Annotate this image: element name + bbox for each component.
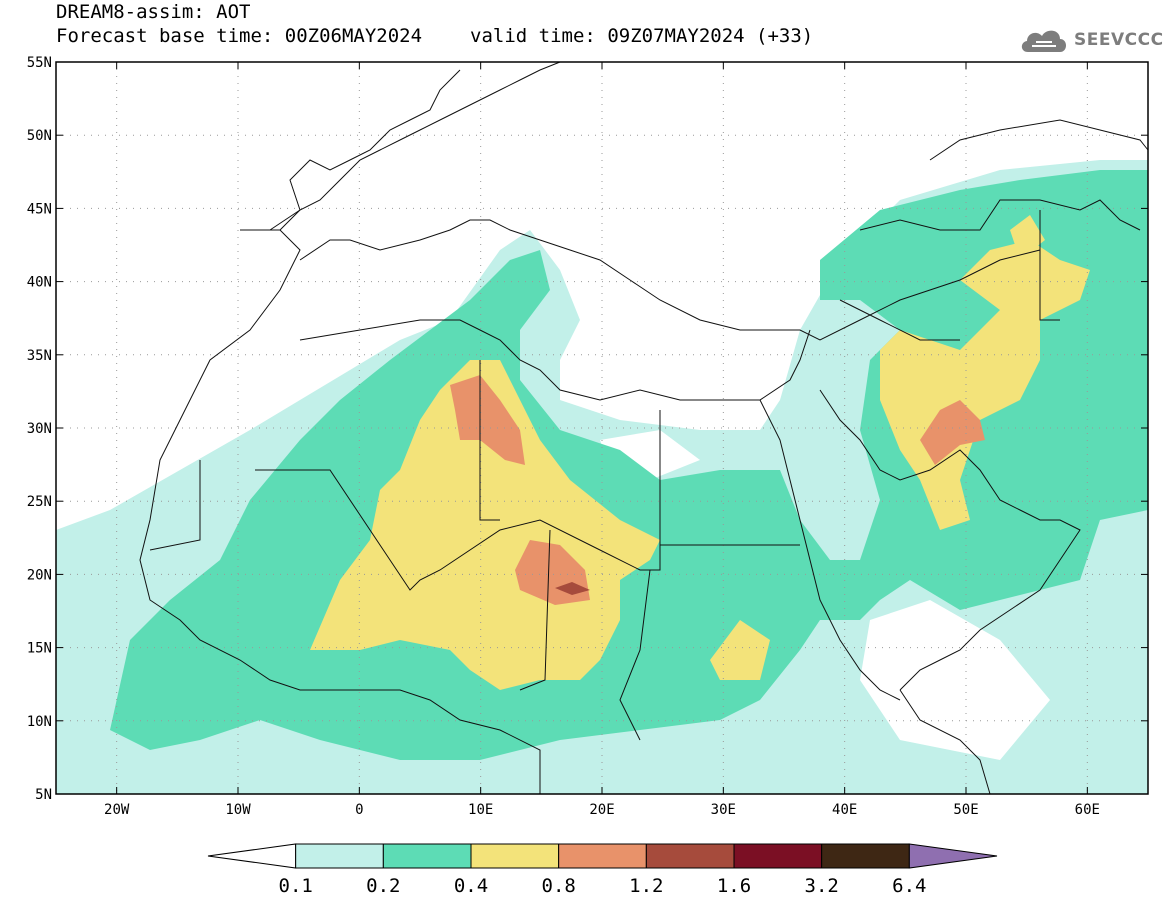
lat-label: 35N (27, 348, 52, 364)
lon-label: 10W (225, 802, 251, 818)
aot-band-0.4-sudan (710, 620, 770, 680)
aot-band-0.8-iraq (920, 400, 985, 465)
legend-label: 1.2 (629, 875, 663, 897)
lon-label: 20E (589, 802, 614, 818)
time-info: Forecast base time: 00Z06MAY2024 valid ti… (56, 26, 813, 46)
legend-swatch (645, 843, 735, 869)
latitude-labels: 55N 50N 45N 40N 35N 30N 25N 20N 15N 10N 5N (27, 55, 52, 803)
lat-label: 45N (27, 201, 52, 217)
aot-fields (56, 160, 1148, 794)
map-title: DREAM8-assim: AOT (56, 1, 251, 23)
lon-label: 30E (711, 802, 736, 818)
longitude-labels: 20W 10W 0 10E 20E 30E 40E 50E 60E (104, 802, 1100, 818)
legend-label: 1.6 (717, 875, 751, 897)
lat-label: 5N (35, 787, 52, 803)
seevccc-logo: SEEVCCC (1018, 22, 1164, 58)
lat-label: 20N (27, 567, 52, 583)
axis-ticks (56, 61, 1148, 795)
lon-label: 20W (104, 802, 130, 818)
lon-label: 0 (355, 802, 363, 818)
aot-band-0.8-algeria (450, 375, 525, 465)
legend-label: 0.1 (279, 875, 313, 897)
aot-band-1.2 (555, 582, 590, 595)
legend-swatch (733, 843, 823, 869)
coastlines (139, 61, 1149, 795)
legend-swatch (470, 843, 560, 869)
lat-label: 15N (27, 641, 52, 657)
legend-arrow-low (207, 843, 297, 869)
aot-hole-arabia (860, 600, 1050, 760)
lat-label: 50N (27, 128, 52, 144)
graticule (56, 62, 1148, 794)
legend-label: 6.4 (892, 875, 926, 897)
aot-band-0.4-caucasus (1010, 215, 1045, 260)
legend-label: 0.2 (366, 875, 400, 897)
lon-label: 60E (1075, 802, 1100, 818)
aot-colorbar: 0.1 0.2 0.4 0.8 1.2 1.6 3.2 6.4 (207, 843, 998, 897)
lat-label: 55N (27, 55, 52, 71)
lat-label: 10N (27, 714, 52, 730)
lon-label: 50E (953, 802, 978, 818)
legend-swatch (821, 843, 910, 869)
lat-label: 30N (27, 421, 52, 437)
legend-swatch (382, 843, 472, 869)
legend-swatch (558, 843, 647, 869)
legend-arrow-high (908, 843, 998, 869)
lon-label: 40E (832, 802, 857, 818)
lat-label: 25N (27, 494, 52, 510)
aot-band-0.4-sahara (310, 360, 660, 690)
lat-label: 40N (27, 275, 52, 291)
logo-text: SEEVCCC (1074, 30, 1164, 50)
legend-swatch (295, 843, 384, 869)
legend-label: 0.8 (542, 875, 576, 897)
forecast-base-time: Forecast base time: 00Z06MAY2024 (56, 25, 423, 47)
lon-label: 10E (468, 802, 493, 818)
cloud-icon (1021, 30, 1066, 52)
legend-label: 3.2 (805, 875, 839, 897)
legend-label: 0.4 (454, 875, 488, 897)
valid-time: valid time: 09Z07MAY2024 (+33) (470, 25, 814, 47)
